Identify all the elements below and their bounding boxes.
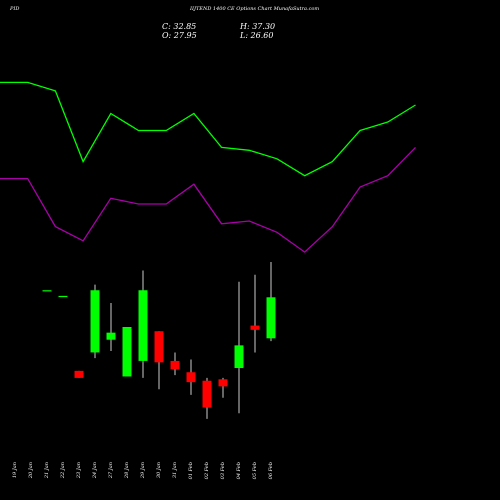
x-tick-label: 19 Jan xyxy=(12,462,18,478)
candle xyxy=(122,327,132,377)
candle xyxy=(42,290,52,292)
chart-source-label: PID xyxy=(10,6,20,12)
candle-body xyxy=(58,295,68,298)
x-tick-label: 01 Feb xyxy=(188,462,194,479)
indicator-bands xyxy=(0,81,416,253)
upper-band-line xyxy=(0,81,416,177)
x-tick-label: 20 Jan xyxy=(28,462,34,479)
x-tick-label: 30 Jan xyxy=(156,462,162,478)
open-value: O: 27.95 xyxy=(162,31,197,40)
x-tick-label: 24 Jan xyxy=(92,462,98,479)
x-tick-label: 27 Jan xyxy=(108,462,114,479)
candle-body xyxy=(74,370,84,378)
candle xyxy=(106,302,116,352)
x-tick-label: 04 Feb xyxy=(236,462,242,479)
candle-body xyxy=(202,380,212,408)
candle xyxy=(202,377,212,419)
x-tick-label: 22 Jan xyxy=(60,462,66,479)
x-tick-label: 03 Feb xyxy=(220,462,226,479)
lower-band-line xyxy=(0,146,416,253)
candle-body xyxy=(106,332,116,340)
candle-body xyxy=(170,360,180,370)
x-tick-label: 31 Jan xyxy=(172,462,178,478)
candle-body xyxy=(90,290,100,353)
candle-body xyxy=(122,327,132,377)
candle-body xyxy=(42,290,52,292)
candle xyxy=(234,281,244,414)
chart-title: IIJTEND 1400 CE Options Chart MunafaSutr… xyxy=(190,6,320,12)
x-axis-labels: 19 Jan 20 Jan 21 Jan 22 Jan 23 Jan 24 Jan 27 J… xyxy=(12,462,274,479)
low-value: L: 26.60 xyxy=(240,31,274,40)
candle-body xyxy=(250,325,260,330)
candle-body xyxy=(234,345,244,368)
candle-body xyxy=(186,372,196,383)
candle xyxy=(138,270,148,378)
high-value: H: 37.30 xyxy=(240,22,276,31)
x-tick-label: 28 Jan xyxy=(124,462,130,479)
candle xyxy=(218,377,228,398)
x-tick-label: 23 Jan xyxy=(76,462,82,479)
x-tick-label: 05 Feb xyxy=(252,462,258,479)
candle-body xyxy=(218,379,228,387)
x-tick-label: 06 Feb xyxy=(268,462,274,479)
candle xyxy=(154,331,164,390)
candle xyxy=(74,370,84,378)
candles xyxy=(42,261,276,419)
x-tick-label: 02 Feb xyxy=(204,462,210,479)
candle-body xyxy=(154,331,164,363)
x-tick-label: 21 Jan xyxy=(44,462,50,479)
candle xyxy=(90,284,100,359)
x-tick-label: 29 Jan xyxy=(140,462,146,479)
candle-body xyxy=(138,290,148,361)
candle xyxy=(58,295,68,298)
candle xyxy=(186,359,196,395)
candle xyxy=(266,261,276,342)
candle-body xyxy=(266,297,276,339)
close-value: C: 32.85 xyxy=(162,22,197,31)
candle xyxy=(250,274,260,353)
candle xyxy=(170,352,180,376)
